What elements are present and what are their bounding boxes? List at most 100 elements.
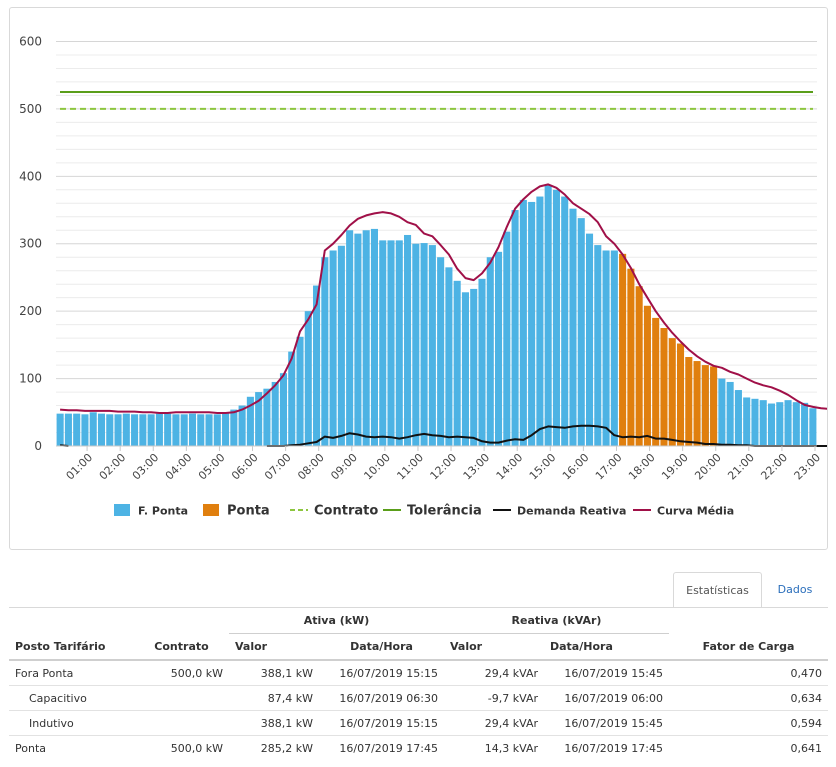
cell-contrato [134,710,229,736]
bar-fora-ponta [610,250,618,446]
cell-datahora: 16/07/2019 17:45 [319,735,444,760]
cell-fator: 0,470 [669,659,828,686]
bar-fora-ponta [718,378,726,446]
bar-fora-ponta [536,196,544,446]
bar-fora-ponta [288,351,296,446]
x-tick-label: 04:00 [163,451,195,483]
bar-fora-ponta [73,413,81,446]
bar-ponta [627,268,635,446]
bar-ponta [710,366,718,446]
bar-fora-ponta [89,412,97,446]
bar-fora-ponta [445,267,453,446]
cell-contrato: 500,0 kW [134,735,229,760]
legend-label: Ponta [227,504,270,519]
bar-ponta [635,286,643,446]
x-tick-label: 23:00 [792,451,824,483]
statistics-table: Ativa (kW) Reativa (kVAr) Posto Tarifári… [9,608,828,760]
x-tick-label: 20:00 [692,451,724,483]
bar-fora-ponta [792,402,800,446]
bar-fora-ponta [213,414,221,446]
bar-fora-ponta [279,373,288,446]
legend-label: Demanda Reativa [517,505,626,518]
bar-fora-ponta [470,288,478,446]
group-ativa: Ativa (kW) [229,608,444,634]
bar-fora-ponta [602,250,610,446]
bar-fora-ponta [188,413,197,446]
bar-fora-ponta [743,397,751,446]
cell-datahora-reativa: 16/07/2019 15:45 [544,659,669,686]
header-fator: Fator de Carga [669,633,828,661]
bar-fora-ponta [544,185,552,446]
x-tick-label: 16:00 [560,451,592,483]
bar-fora-ponta [751,398,759,446]
legend-label: Curva Média [657,505,734,518]
cell-valor: 285,2 kW [229,735,319,760]
x-tick-label: 13:00 [461,451,493,483]
bar-fora-ponta [784,400,792,446]
bar-fora-ponta [569,208,577,446]
bar-ponta [693,361,701,446]
cell-valor: 388,1 kW [229,710,319,736]
x-tick-label: 05:00 [196,451,228,483]
bar-fora-ponta [511,210,519,446]
bar-fora-ponta [428,245,436,446]
x-tick-label: 19:00 [659,451,691,483]
tab-dados[interactable]: Dados [777,583,813,596]
bar-fora-ponta [726,381,734,446]
bar-ponta [652,317,660,446]
bar-fora-ponta [387,240,395,446]
bar-fora-ponta [147,414,155,446]
bar-fora-ponta [139,414,147,446]
x-tick-label: 03:00 [130,451,162,483]
x-tick-label: 08:00 [295,451,327,483]
bar-fora-ponta [313,285,321,446]
bar-fora-ponta [395,240,403,446]
bar-fora-ponta [561,196,569,446]
cell-contrato: 500,0 kW [134,659,229,686]
bar-fora-ponta [246,396,254,446]
bar-fora-ponta [801,402,809,446]
bar-fora-ponta [205,414,213,446]
bar-fora-ponta [519,199,527,446]
bar-fora-ponta [263,388,271,446]
bar-fora-ponta [296,336,304,446]
cell-contrato [134,685,229,711]
bar-fora-ponta [64,413,72,446]
cell-datahora-reativa: 16/07/2019 15:45 [544,710,669,736]
x-tick-label: 10:00 [361,451,393,483]
bar-fora-ponta [453,280,461,446]
cell-datahora-reativa: 16/07/2019 17:45 [544,735,669,760]
bar-fora-ponta [370,228,378,446]
bar-fora-ponta [329,250,337,446]
y-tick-label: 100 [19,372,42,386]
bar-fora-ponta [271,381,279,446]
bar-fora-ponta [528,201,536,446]
bar-ponta [643,305,651,446]
tab-bar: Estatísticas Dados [0,572,836,608]
bar-fora-ponta [155,413,163,446]
cell-valor-reativa: 14,3 kVAr [444,735,544,760]
y-tick-label: 0 [34,439,42,453]
tab-estatisticas[interactable]: Estatísticas [673,572,762,608]
legend-swatch [114,504,130,516]
bar-ponta [676,343,685,446]
bar-fora-ponta [346,230,354,446]
table-row: Fora Ponta 500,0 kW 388,1 kW 16/07/2019 … [9,659,828,686]
cell-fator: 0,634 [669,685,828,711]
bar-fora-ponta [412,243,420,446]
cell-datahora-reativa: 16/07/2019 06:00 [544,685,669,711]
legend-label: F. Ponta [138,505,188,518]
cell-posto: Ponta [9,735,134,760]
y-tick-label: 300 [19,237,42,251]
bar-fora-ponta [164,413,172,446]
y-tick-label: 200 [19,304,42,318]
x-tick-label: 15:00 [527,451,559,483]
y-tick-label: 600 [19,34,42,48]
legend-label: Tolerância [407,504,482,519]
bar-fora-ponta [585,233,594,446]
bar-fora-ponta [97,413,106,446]
bar-fora-ponta [478,278,486,446]
bar-fora-ponta [503,231,511,446]
bar-fora-ponta [56,413,64,446]
x-tick-label: 00:00 [825,451,827,483]
